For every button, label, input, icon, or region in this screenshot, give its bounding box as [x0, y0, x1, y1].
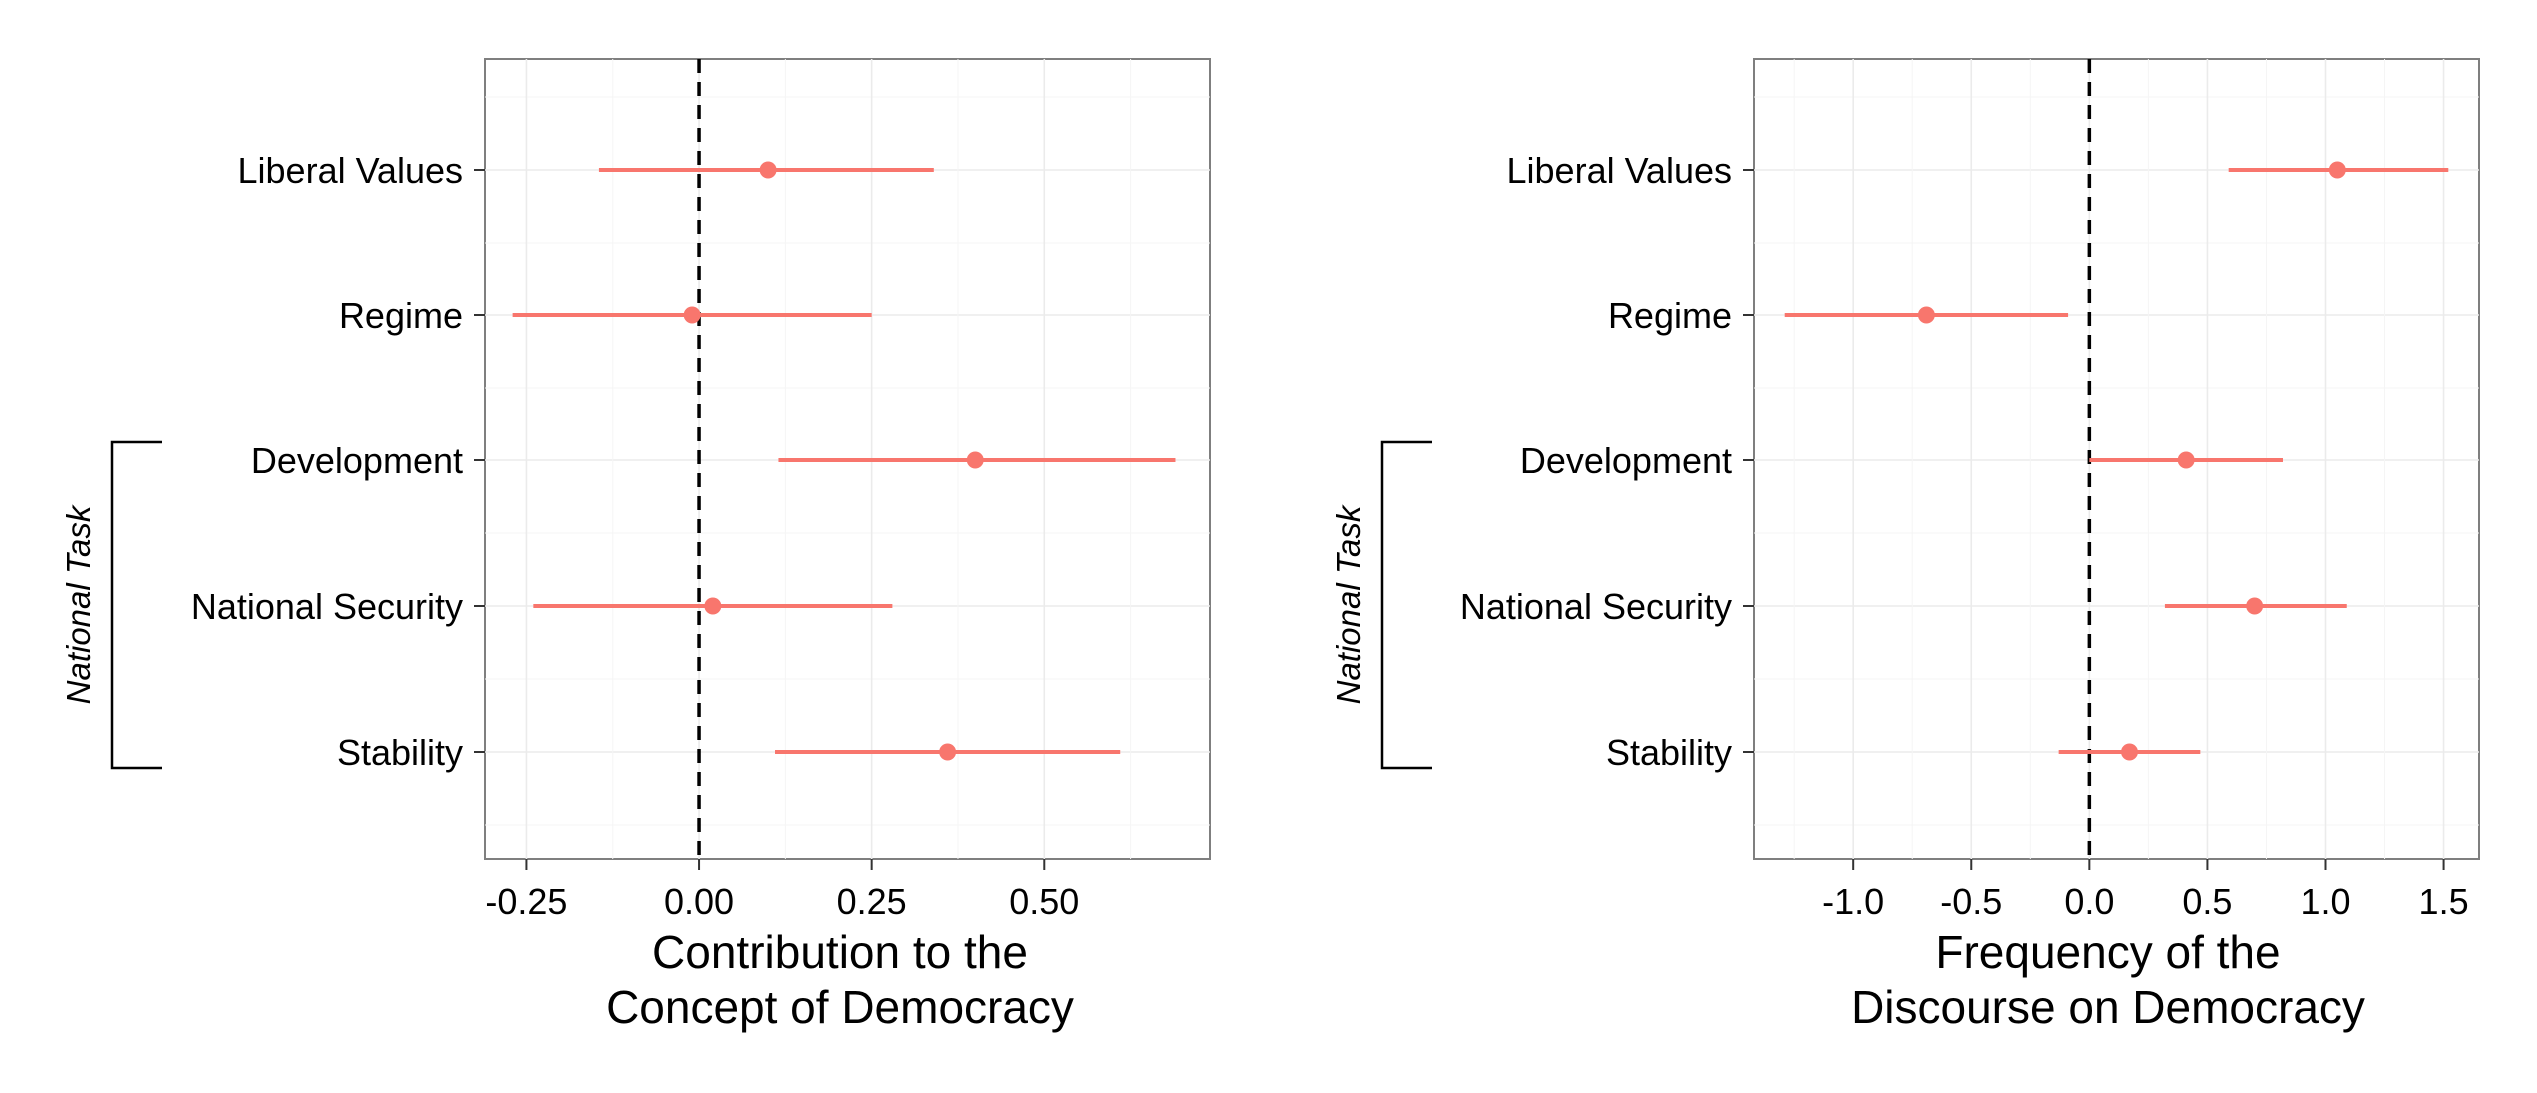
right-national-task-bracket [1380, 440, 1432, 770]
left-estimate-point [683, 306, 701, 324]
left-estimate-point [759, 161, 777, 179]
right-xaxis-title-line2: Discourse on Democracy [1851, 981, 2365, 1033]
right-xtick-label: 0.5 [2182, 881, 2232, 922]
right-estimate-point [1917, 306, 1935, 324]
left-xaxis-title-line1: Contribution to the [652, 926, 1028, 978]
right-xtick-label: 1.0 [2300, 881, 2350, 922]
left-xtick-label: 0.50 [1009, 881, 1079, 922]
left-category-label: Stability [337, 732, 463, 773]
right-estimate-point [2177, 451, 2195, 469]
right-category-label: Regime [1608, 295, 1732, 336]
right-data-marks [1784, 59, 2449, 859]
left-panel: Liberal Values Regime Development National … [60, 58, 1211, 1033]
left-category-label: National Security [191, 586, 463, 627]
left-national-task-label: National Task [60, 504, 97, 704]
right-xtick-label: -1.0 [1822, 881, 1884, 922]
left-category-label: Regime [339, 295, 463, 336]
right-xtick-label: 1.5 [2419, 881, 2469, 922]
right-axes: Liberal Values Regime Development National … [1460, 150, 2469, 922]
right-xtick-label: 0.0 [2064, 881, 2114, 922]
right-category-label: National Security [1460, 586, 1732, 627]
right-category-label: Development [1520, 440, 1732, 481]
left-estimate-point [704, 597, 722, 615]
left-axes: Liberal Values Regime Development National … [191, 150, 1079, 922]
right-xaxis-title-line1: Frequency of the [1935, 926, 2280, 978]
left-category-label: Development [251, 440, 463, 481]
right-panel: Liberal Values Regime Development National … [1330, 58, 2480, 1033]
right-xtick-label: -0.5 [1940, 881, 2002, 922]
right-national-task-label: National Task [1330, 504, 1367, 704]
left-xtick-label: 0.25 [837, 881, 907, 922]
left-data-marks [512, 59, 1176, 859]
right-estimate-point [2328, 161, 2346, 179]
right-estimate-point [2120, 743, 2138, 761]
right-category-label: Liberal Values [1507, 150, 1732, 191]
left-estimate-point [939, 743, 957, 761]
left-xtick-label: -0.25 [485, 881, 567, 922]
left-national-task-bracket [110, 440, 162, 770]
left-xaxis-title-line2: Concept of Democracy [606, 981, 1074, 1033]
left-category-label: Liberal Values [238, 150, 463, 191]
left-xtick-label: 0.00 [664, 881, 734, 922]
left-estimate-point [966, 451, 984, 469]
right-estimate-point [2246, 597, 2264, 615]
right-category-label: Stability [1606, 732, 1732, 773]
